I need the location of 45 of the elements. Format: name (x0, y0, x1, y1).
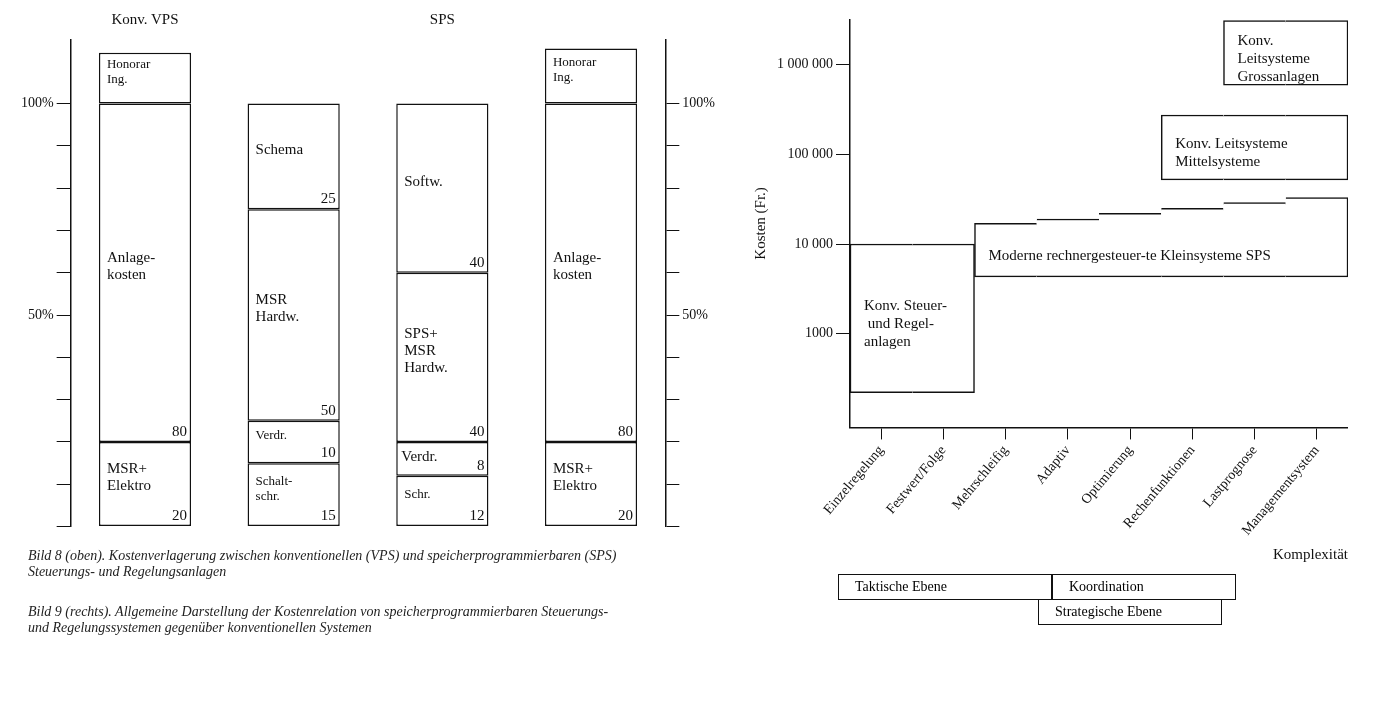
data-label: 20 (618, 507, 634, 524)
series-label: Schalt-schr. (255, 472, 293, 503)
x-axis-title: Komplexität (1273, 545, 1349, 562)
series-label: Schr. (404, 486, 431, 502)
data-label: 8 (476, 456, 485, 473)
series-label: Konv. Leitsysteme Grossanlagen (1237, 31, 1320, 84)
y-tick-label: 1000 (805, 325, 833, 341)
series-label: Softw. (404, 173, 443, 190)
series-label: Konv. Leitsysteme Mittelsysteme (1175, 135, 1288, 170)
y-axis-title: Kosten (Fr.) (751, 187, 769, 260)
text: Bild 9 (rechts). Allgemeine Darstellung der Kostenrelation von speicherprogrammierbaren Steuerungs- und Regelungssystemen gegenüber konventionellen Systemen (28, 604, 610, 636)
data-label: 10 (320, 444, 336, 461)
data-label: 12 (469, 507, 485, 524)
series-label: Verdr. (401, 447, 438, 464)
data-label: 20 (172, 507, 188, 524)
data-label: 50 (320, 401, 336, 418)
series-label: Moderne rechnergesteuer-te Kleinsysteme SPS (988, 247, 1271, 264)
data-label: 25 (320, 190, 336, 207)
series-label: SPS+ MSR Hardw. (404, 325, 448, 376)
data-label: 40 (469, 253, 485, 270)
y-tick-label: 1 000 000 (777, 56, 833, 72)
series-label: Schema (255, 141, 304, 158)
series-label: MSR+ Elektro (106, 460, 152, 494)
text: Verdr. (255, 427, 287, 443)
text: Taktische Ebene (838, 574, 1052, 600)
text: Bild 8 (oben). Kostenverlagerung zwischen konventionellen (VPS) und speicherprogrammierbaren (SPS) Steuerungs- und Regelungsanlagen (28, 548, 618, 580)
series-label: Honorar Ing. (106, 56, 151, 86)
text: Strategische Ebene (1038, 598, 1222, 625)
data-label: 15 (320, 507, 336, 524)
x-tick-label: Konv. VPS (111, 10, 179, 27)
series-label: Anlage-kosten (106, 249, 156, 283)
text: Koordination (1052, 574, 1236, 600)
y2-tick-label: 50% (682, 306, 709, 322)
text: Anlage-kosten (552, 249, 602, 283)
y-tick-label: 100 000 (787, 146, 833, 162)
y2-tick-label: 100% (682, 95, 716, 111)
y-tick-label: 10 000 (794, 235, 833, 251)
text: Honorar Ing. (552, 53, 597, 84)
data-label: 80 (618, 422, 634, 439)
data-label: 40 (469, 422, 485, 439)
series-label: Konv. Steuer- und Regel-anlagen (864, 297, 947, 350)
data-label: 80 (172, 422, 188, 439)
x-tick-label: SPS (429, 10, 455, 27)
series-label: MSR Hardw. (255, 291, 300, 325)
text: MSR+ Elektro (552, 460, 598, 494)
